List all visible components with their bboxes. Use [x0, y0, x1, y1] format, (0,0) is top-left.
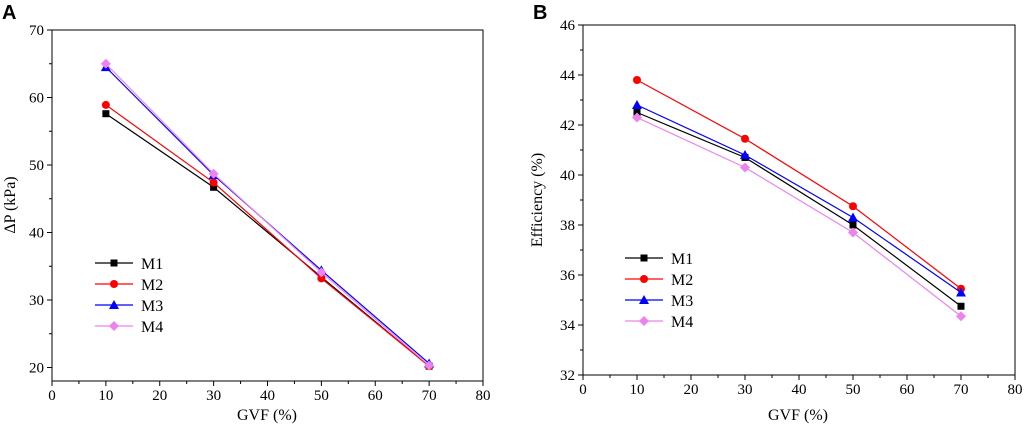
data-point-m4 — [632, 112, 642, 123]
data-point-m3 — [740, 150, 750, 159]
data-point-m2 — [849, 202, 857, 211]
y-tick-label: 50 — [29, 158, 44, 174]
legend-marker-m3 — [639, 295, 649, 304]
y-tick-label: 34 — [560, 318, 576, 334]
y-tick-label: 30 — [29, 293, 44, 309]
data-point-m2 — [317, 274, 326, 283]
legend-marker-m1 — [640, 254, 648, 262]
legend-marker-m1 — [110, 259, 118, 267]
x-tick-label: 10 — [98, 388, 113, 404]
y-axis-title-b: Efficiency (%) — [529, 153, 546, 247]
x-tick-label: 0 — [48, 388, 56, 404]
series-line-m4 — [105, 63, 430, 366]
data-point-m2 — [101, 100, 110, 109]
y-tick-label: 20 — [29, 361, 44, 377]
data-point-m4 — [956, 311, 966, 322]
y-tick-label: 36 — [560, 268, 576, 284]
data-point-m4 — [740, 162, 750, 173]
legend-marker-m4 — [639, 316, 649, 326]
x-tick-label: 20 — [152, 388, 167, 404]
y-tick-label: 38 — [560, 218, 575, 234]
plot-frame-a — [51, 29, 484, 382]
legend-label-m1: M1 — [141, 256, 163, 273]
x-tick-label: 40 — [260, 388, 275, 404]
data-point-m3 — [956, 287, 966, 297]
legend-marker-m2 — [640, 275, 648, 283]
x-tick-label: 10 — [630, 382, 645, 398]
data-point-m2 — [741, 134, 749, 143]
y-tick-label: 70 — [29, 23, 44, 39]
x-tick-label: 50 — [846, 382, 861, 398]
x-tick-label: 20 — [684, 382, 699, 398]
data-point-m1 — [957, 302, 965, 310]
data-point-m3 — [632, 100, 642, 109]
x-tick-label: 80 — [1008, 382, 1023, 398]
legend-label-m3: M3 — [141, 298, 163, 315]
y-tick-label: 40 — [29, 226, 44, 242]
x-tick-label: 70 — [954, 382, 969, 398]
data-point-m1 — [210, 183, 218, 191]
y-tick-label: 44 — [560, 68, 576, 84]
x-tick-label: 50 — [314, 388, 329, 404]
x-axis-title-b: GVF (%) — [768, 407, 828, 424]
data-point-m3 — [848, 212, 858, 222]
data-point-m2 — [209, 178, 218, 187]
y-tick-label: 60 — [29, 91, 44, 107]
series-line-m4 — [636, 116, 962, 317]
data-point-m2 — [633, 76, 641, 84]
x-tick-label: 80 — [476, 388, 491, 404]
y-tick-label: 40 — [560, 168, 575, 184]
legend-label-m2: M2 — [671, 272, 693, 289]
data-point-m4 — [100, 58, 111, 69]
legend-label-m4: M4 — [141, 319, 163, 336]
series-line-m1 — [636, 111, 962, 307]
legend-label-m4: M4 — [671, 314, 693, 331]
x-tick-label: 60 — [368, 388, 383, 404]
x-tick-label: 30 — [738, 382, 753, 398]
chart-panel-b: B GVF (%) Efficiency (%) 0 10 20 30 40 50 60 70… — [529, 2, 1023, 424]
x-tick-label: 0 — [579, 382, 587, 398]
chart-panel-a: A GVF (%) ΔP (kPa) 0 10 20 30 40 50 60 70 80 20 30… — [2, 2, 491, 424]
x-tick-label: 70 — [422, 388, 437, 404]
series-line-m2 — [636, 79, 962, 290]
x-tick-label: 60 — [900, 382, 915, 398]
legend-marker-m2 — [110, 280, 118, 288]
series-line-m3 — [636, 104, 962, 293]
x-tick-label: 30 — [206, 388, 221, 404]
legend-marker-m3 — [109, 300, 119, 309]
panel-letter-b: B — [533, 2, 547, 24]
y-tick-label: 46 — [560, 18, 576, 34]
y-tick-label: 42 — [560, 118, 575, 134]
data-point-m4 — [208, 168, 219, 179]
legend-marker-m4 — [109, 321, 119, 331]
y-tick-label: 32 — [560, 368, 575, 384]
data-point-m4 — [848, 227, 858, 238]
legend-label-m3: M3 — [671, 293, 693, 310]
series-line-m2 — [105, 104, 430, 367]
x-axis-title-a: GVF (%) — [237, 407, 297, 424]
panel-letter-a: A — [2, 2, 16, 24]
y-axis-title-a: ΔP (kPa) — [2, 176, 19, 233]
x-tick-label: 40 — [792, 382, 807, 398]
data-point-m4 — [424, 360, 435, 371]
data-point-m1 — [102, 110, 110, 118]
data-point-m4 — [316, 267, 327, 278]
legend-label-m1: M1 — [671, 251, 693, 268]
data-point-m1 — [849, 221, 857, 229]
legend-label-m2: M2 — [141, 277, 163, 294]
